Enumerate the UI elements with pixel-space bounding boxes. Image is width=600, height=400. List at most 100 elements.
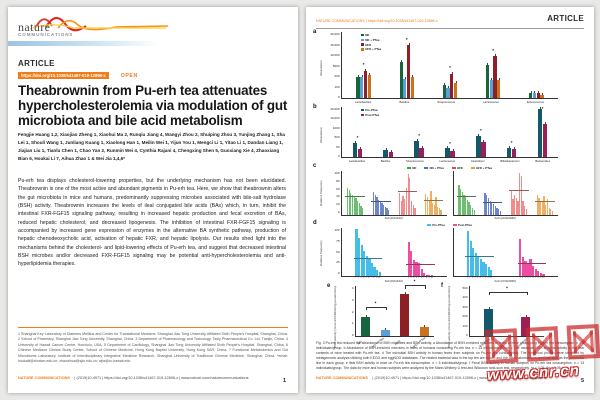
- hist-bar: [515, 197, 517, 215]
- legend-swatch: [361, 113, 365, 117]
- bar: [481, 139, 486, 157]
- x-number: 9: [540, 276, 542, 279]
- bar: [493, 54, 497, 98]
- hist-bar: [378, 271, 381, 276]
- hist-bar: [543, 196, 545, 215]
- x-number: 10: [377, 276, 381, 279]
- running-header-doi[interactable]: NATURE COMMUNICATIONS | https://doi.org/…: [316, 19, 438, 23]
- mean-line: [535, 200, 555, 202]
- hist-bar: [534, 268, 537, 276]
- bar: [446, 85, 450, 98]
- x-number: 5: [365, 276, 367, 279]
- x-axis-labels: Lactobacillus Bacillus Streptococcus Lactoc…: [341, 158, 558, 163]
- hist-bar: [469, 241, 472, 276]
- error-bar: [452, 149, 454, 152]
- mean-line: [482, 202, 503, 203]
- error-bar: [514, 147, 515, 150]
- hist-bar: [379, 201, 381, 215]
- hist-bar: [376, 197, 378, 215]
- x-number: 1: [519, 276, 521, 279]
- hist-bar: [400, 201, 403, 215]
- error-bar: [385, 148, 387, 151]
- x-number: 7: [534, 276, 537, 279]
- footer-citation[interactable]: | (2019)10:4971 | https://doi.org/10.103…: [74, 376, 249, 380]
- y-tick: 80: [336, 178, 340, 183]
- y-tick: 10,000: [330, 53, 340, 57]
- hist-bar: [484, 192, 486, 215]
- sub-panel: 1 2 3 4 5 6 7 8 9 10 1 2 3 4 5 6 7 8 9 10 bsh (COG3049): [452, 228, 558, 283]
- y-tick: 4: [351, 286, 354, 290]
- x-number: 9: [428, 276, 430, 279]
- hist-bar: [412, 204, 414, 215]
- x-number: 7: [482, 276, 484, 279]
- panel-b-human-abundance-chart: b Abundance 0 50 500 1000 10,000 20,000 Pre-PTea…: [313, 104, 558, 163]
- significance-star: *: [413, 278, 416, 284]
- error-bar: [545, 121, 546, 124]
- legend-label: HFD + PTea: [365, 47, 382, 52]
- bar: [485, 62, 490, 98]
- chart-legend: Pre-PTea Post-PTea: [341, 223, 558, 227]
- bar: [506, 145, 512, 157]
- bar: [383, 148, 388, 157]
- hist-bar: [414, 207, 416, 215]
- error-bar: [488, 306, 490, 309]
- histogram-group: [535, 171, 555, 215]
- chart-body: Pre-PTea Post-PTea 0 25 50 75 100 1 2 3 4 5 6 7 8 9 10 1 2…: [328, 223, 558, 283]
- hist-bar: [542, 274, 545, 276]
- hist-bar: [355, 229, 358, 276]
- mean-line: [371, 201, 391, 202]
- histogram-group: [517, 228, 547, 276]
- hist-bar: [466, 230, 470, 276]
- histogram-group: [456, 171, 477, 215]
- bar: [410, 75, 415, 98]
- plot-row: 0 50 500 1000 10,000 20,000 Pre-PTea Post-PTea *…: [328, 106, 558, 158]
- y-tick: 200: [334, 74, 340, 78]
- bar: [521, 314, 530, 336]
- doi-link-badge[interactable]: https://doi.org/10.1038/s41467-019-12896…: [18, 72, 109, 80]
- legend-swatch: [361, 33, 365, 37]
- hist-bar: [407, 242, 410, 276]
- hist-bar: [384, 206, 387, 215]
- y-axis-ticks: 0 100 200 5000 10,000 15,000 20,000: [328, 32, 341, 99]
- error-bar: [404, 76, 406, 79]
- error-bar: [487, 62, 489, 65]
- hist-bar: [548, 207, 550, 215]
- x-category-label: Lactococcus: [483, 100, 499, 104]
- chart-body: 0 100 200 300 400 500 * Pre-PTea Post-PTea: [456, 285, 544, 349]
- legend-label: Pre-PTea: [365, 108, 378, 112]
- page-number: 1: [282, 378, 286, 384]
- hist-bar: [510, 190, 512, 215]
- hist-bar: [426, 197, 429, 215]
- hist-bar: [458, 184, 460, 215]
- hist-bar: [386, 208, 388, 215]
- logo-mountains-icon: [29, 17, 169, 32]
- y-tick: 2: [351, 309, 354, 314]
- hist-bar: [499, 211, 501, 215]
- sub-panel: bsh (COG3049): [452, 171, 558, 220]
- panel-letter: b: [313, 104, 317, 110]
- footer-citation[interactable]: | (2019)10:4971 | https://doi.org/10.103…: [372, 376, 547, 380]
- hist-bar: [539, 272, 542, 276]
- legend-item: HFD: [361, 43, 381, 47]
- hist-bar: [522, 201, 524, 215]
- error-bar: [359, 146, 361, 149]
- histogram-group: [345, 171, 365, 215]
- page-right: NATURE COMMUNICATIONS | https://doi.org/…: [306, 7, 594, 393]
- error-bar: [421, 145, 423, 148]
- hist-bar: [461, 191, 463, 215]
- hist-bar: [410, 200, 413, 215]
- x-number: 3: [471, 276, 473, 279]
- bar-group: *: [476, 107, 486, 157]
- hist-bar: [471, 207, 474, 215]
- x-category-label: Streptococcus: [437, 100, 456, 104]
- mean-line: [353, 257, 383, 259]
- hist-bar: [532, 266, 535, 276]
- plot-area: [341, 228, 447, 277]
- hist-bar: [513, 194, 516, 215]
- error-bar: [451, 71, 453, 74]
- sub-panel: bsh (K01442): [341, 171, 447, 220]
- error-bar: [538, 91, 539, 94]
- histogram-group: [465, 228, 494, 276]
- error-bar: [455, 80, 457, 83]
- hist-bar: [496, 207, 498, 215]
